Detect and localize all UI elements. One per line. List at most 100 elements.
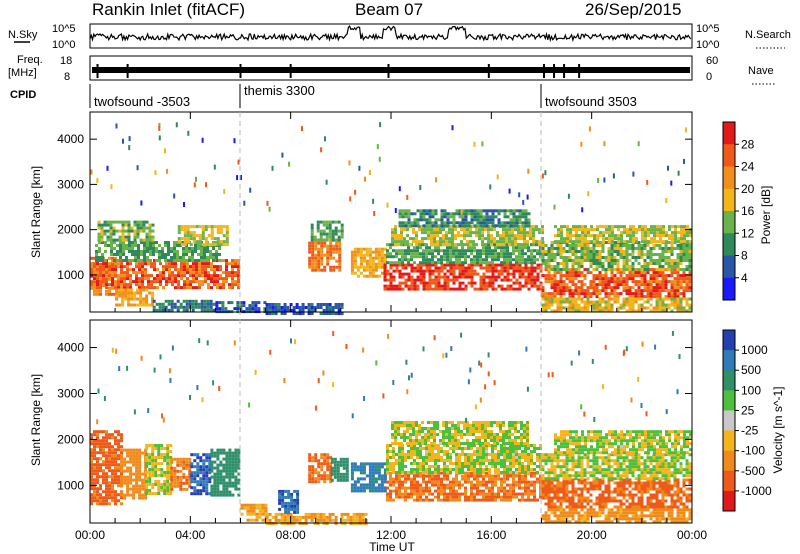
- data-cell: [685, 259, 689, 262]
- data-cell: [316, 515, 320, 519]
- data-cell: [141, 265, 144, 269]
- data-cell: [93, 448, 96, 452]
- data-cell: [265, 303, 269, 306]
- data-cell: [428, 281, 432, 285]
- data-cell: [440, 263, 444, 267]
- data-cell: [571, 300, 575, 304]
- data-cell: [322, 223, 326, 227]
- data-cell: [658, 292, 662, 296]
- data-cell: [336, 463, 340, 467]
- data-cell: [333, 460, 337, 464]
- data-cell: [463, 228, 466, 232]
- data-cell: [646, 179, 649, 185]
- data-cell: [398, 275, 402, 279]
- data-cell: [331, 518, 335, 522]
- data-cell: [482, 278, 486, 282]
- data-cell: [340, 303, 344, 306]
- data-cell: [598, 253, 602, 256]
- data-cell: [151, 294, 155, 298]
- data-cell: [261, 503, 265, 507]
- data-cell: [673, 303, 677, 307]
- data-cell: [466, 240, 469, 244]
- data-cell: [121, 294, 125, 298]
- data-cell: [494, 246, 497, 250]
- data-cell: [667, 268, 671, 271]
- data-cell: [530, 255, 533, 259]
- data-cell: [191, 305, 195, 309]
- data-cell: [467, 224, 471, 228]
- data-cell: [395, 287, 399, 291]
- data-cell: [464, 215, 468, 219]
- data-cell: [442, 243, 445, 247]
- data-cell: [452, 249, 455, 253]
- data-cell: [631, 309, 635, 313]
- data-cell: [231, 463, 235, 467]
- data-cell: [156, 286, 159, 290]
- data-cell: [541, 253, 545, 256]
- data-cell: [135, 481, 139, 485]
- data-cell: [317, 465, 321, 469]
- data-cell: [377, 489, 381, 493]
- data-cell: [557, 228, 560, 232]
- data-cell: [683, 228, 686, 232]
- data-cell: [127, 232, 131, 236]
- data-cell: [395, 263, 399, 267]
- data-cell: [626, 234, 629, 238]
- data-cell: [430, 243, 433, 247]
- data-cell: [225, 451, 229, 455]
- data-cell: [334, 515, 338, 519]
- data-cell: [190, 477, 194, 481]
- data-cell: [653, 228, 656, 232]
- data-cell: [127, 238, 131, 242]
- data-cell: [129, 268, 132, 272]
- data-cell: [622, 286, 626, 290]
- data-cell: [628, 253, 632, 256]
- data-cell: [129, 466, 133, 470]
- data-cell: [613, 274, 617, 278]
- data-cell: [397, 243, 400, 247]
- data-cell: [401, 261, 404, 265]
- data-cell: [121, 223, 125, 227]
- data-cell: [530, 269, 534, 273]
- data-cell: [206, 256, 209, 259]
- data-cell: [255, 518, 259, 522]
- data-cell: [205, 456, 209, 460]
- data-cell: [277, 303, 281, 306]
- data-cell: [446, 281, 450, 285]
- data-cell: [237, 283, 240, 287]
- data-cell: [280, 518, 284, 522]
- data-cell: [610, 271, 614, 275]
- data-cell: [339, 475, 343, 479]
- data-cell: [443, 284, 447, 288]
- data-cell: [123, 274, 126, 278]
- data-cell: [637, 306, 641, 310]
- data-cell: [151, 223, 155, 227]
- data-cell: [198, 271, 201, 275]
- data-cell: [145, 480, 149, 483]
- data-cell: [404, 272, 408, 276]
- data-cell: [123, 283, 126, 287]
- data-cell: [139, 291, 143, 295]
- data-cell: [683, 234, 686, 238]
- data-cell: [419, 255, 422, 259]
- data-cell: [193, 453, 197, 457]
- data-cell: [413, 281, 417, 285]
- data-cell: [205, 468, 209, 472]
- data-cell: [320, 268, 324, 272]
- data-cell: [637, 250, 641, 253]
- data-cell: [446, 263, 450, 267]
- data-cell: [102, 454, 105, 458]
- data-cell: [584, 234, 587, 238]
- data-cell: [151, 459, 155, 462]
- data-cell: [186, 268, 189, 272]
- data-cell: [128, 259, 131, 262]
- data-cell: [521, 215, 525, 219]
- data-cell: [556, 280, 560, 284]
- data-cell: [216, 280, 219, 284]
- data-cell: [216, 286, 219, 290]
- data-cell: [173, 475, 177, 479]
- data-cell: [679, 244, 683, 247]
- data-cell: [166, 468, 170, 471]
- data-cell: [163, 456, 167, 459]
- data-cell: [595, 256, 599, 259]
